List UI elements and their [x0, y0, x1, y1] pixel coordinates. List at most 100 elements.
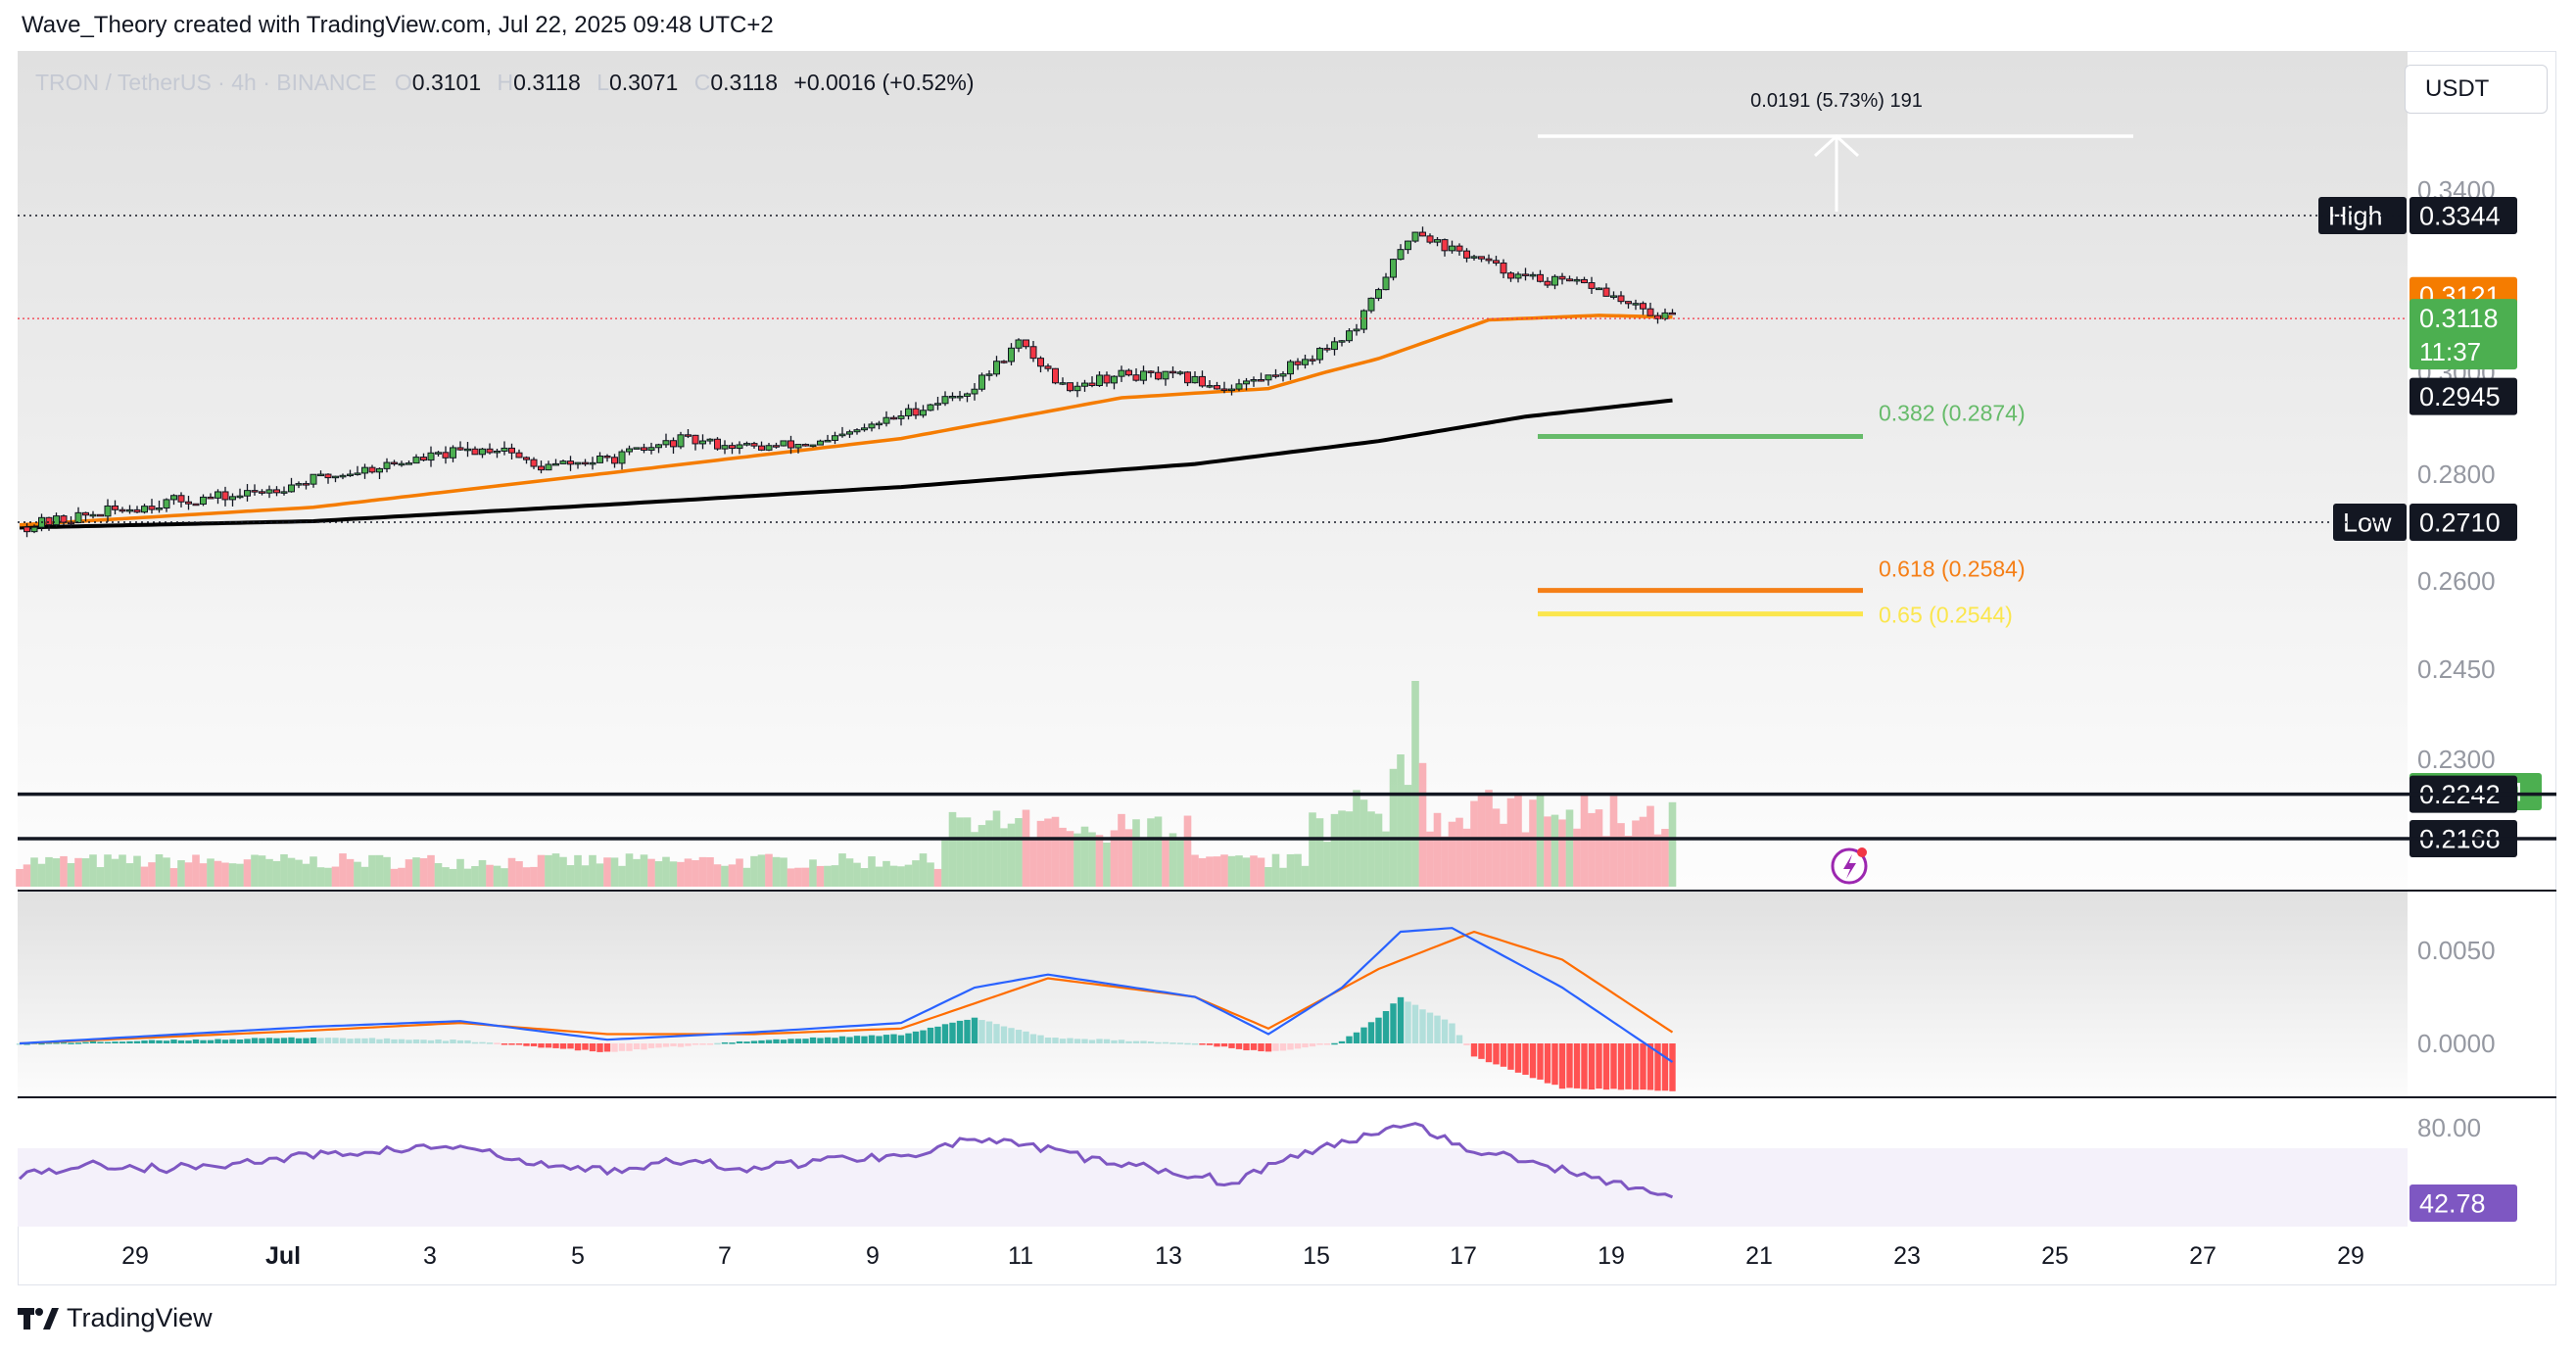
- candle-body: [692, 434, 699, 445]
- volume-bar: [1323, 842, 1331, 887]
- macd-histogram-bar: [97, 1041, 104, 1043]
- candle-body: [273, 489, 280, 494]
- candle-body: [119, 508, 126, 512]
- candle-body: [1169, 370, 1176, 374]
- candle-body: [97, 513, 104, 517]
- candle-body: [177, 495, 185, 503]
- candle-body: [897, 414, 905, 419]
- macd-tick-label: 0.0050: [2417, 936, 2496, 965]
- symbol-label[interactable]: TRON / TetherUS · 4h · BINANCE: [35, 70, 377, 95]
- candle-body: [1573, 278, 1581, 282]
- macd-histogram-bar: [846, 1037, 853, 1043]
- candle-body: [420, 457, 427, 461]
- volume-bar: [383, 856, 391, 887]
- volume-bar: [1565, 809, 1574, 887]
- macd-histogram-bar: [185, 1040, 192, 1043]
- candle-body: [494, 450, 501, 454]
- macd-histogram-bar: [787, 1039, 794, 1043]
- candle-body: [354, 472, 361, 475]
- candle-body: [670, 440, 677, 448]
- macd-pane[interactable]: [18, 892, 2408, 1097]
- volume-bar: [1022, 809, 1030, 887]
- macd-histogram-bar: [288, 1037, 295, 1043]
- volume-bar: [463, 868, 472, 887]
- volume-bar: [1095, 835, 1104, 887]
- macd-histogram-bar: [596, 1043, 603, 1052]
- macd-histogram-bar: [501, 1043, 508, 1045]
- volume-bar: [1558, 819, 1566, 887]
- macd-histogram-bar: [273, 1038, 280, 1043]
- volume-bar: [486, 864, 494, 887]
- macd-histogram-bar: [706, 1043, 714, 1045]
- volume-bar: [933, 868, 942, 887]
- candle-body: [1566, 278, 1573, 282]
- x-tick-label: 13: [1155, 1242, 1182, 1270]
- volume-bar: [596, 863, 604, 887]
- macd-histogram-bar: [714, 1042, 721, 1045]
- volume-bar: [272, 860, 281, 887]
- macd-histogram-bar: [317, 1038, 324, 1043]
- volume-bar: [883, 860, 890, 887]
- candle-body: [736, 444, 743, 450]
- candle-body: [1073, 385, 1081, 392]
- candle-body: [559, 460, 567, 464]
- volume-bar: [1448, 821, 1456, 887]
- candle-body: [1646, 308, 1654, 316]
- candle-body: [185, 501, 192, 505]
- currency-button[interactable]: USDT: [2405, 65, 2548, 114]
- volume-bar: [16, 868, 24, 887]
- candle-body: [1096, 374, 1103, 387]
- candle-body: [89, 513, 97, 517]
- volume-bar: [1220, 854, 1228, 887]
- macd-histogram-bar: [1184, 1042, 1191, 1045]
- candle-body: [876, 422, 883, 426]
- volume-bar: [713, 864, 722, 887]
- macd-histogram-bar: [721, 1041, 729, 1044]
- candle-body: [1411, 231, 1419, 242]
- volume-bar: [860, 868, 869, 887]
- macd-histogram-bar: [1228, 1043, 1235, 1048]
- macd-histogram-bar: [838, 1036, 846, 1043]
- volume-bar: [1506, 798, 1515, 887]
- volume-bar: [1338, 810, 1346, 887]
- candle-body: [1125, 369, 1132, 376]
- measure-label: 0.0191 (5.73%) 191: [1750, 90, 1923, 112]
- candle-body: [802, 444, 809, 447]
- volume-bar: [214, 860, 222, 887]
- candle-body: [332, 475, 339, 479]
- macd-histogram-bar: [221, 1040, 229, 1043]
- candle-body: [574, 461, 582, 465]
- candle-body: [523, 457, 530, 460]
- open-value: 0.3101: [411, 70, 482, 95]
- volume-bar: [721, 865, 729, 887]
- macd-histogram-bar: [809, 1037, 817, 1043]
- ema-fast-line: [19, 314, 1673, 527]
- rsi-band: [18, 1148, 2408, 1227]
- volume-bar: [390, 868, 399, 887]
- macd-histogram-bar: [1111, 1040, 1118, 1043]
- volume-bar: [1360, 799, 1368, 887]
- candle-body: [699, 440, 706, 445]
- candle-body: [868, 423, 876, 429]
- candle-body: [838, 433, 846, 437]
- volume-bar: [111, 858, 119, 887]
- price-pane[interactable]: [18, 51, 2408, 889]
- macd-histogram-bar: [265, 1038, 273, 1043]
- macd-histogram-bar: [1029, 1034, 1037, 1043]
- tradingview-logo[interactable]: TradingView: [18, 1303, 213, 1333]
- x-tick-label: 11: [1008, 1242, 1033, 1270]
- volume-bar: [375, 854, 384, 887]
- candle-body: [1478, 256, 1485, 260]
- volume-bar: [1242, 857, 1251, 887]
- volume-bar: [971, 832, 978, 887]
- macd-histogram-bar: [133, 1040, 141, 1043]
- candle-body: [545, 463, 552, 471]
- volume-bar: [1382, 831, 1390, 887]
- volume-bar: [1521, 832, 1530, 887]
- macd-histogram-bar: [1558, 1043, 1566, 1089]
- candle-body: [1551, 275, 1558, 286]
- volume-bar: [1462, 828, 1471, 887]
- volume-bar: [1477, 795, 1486, 887]
- candle-body: [148, 506, 156, 510]
